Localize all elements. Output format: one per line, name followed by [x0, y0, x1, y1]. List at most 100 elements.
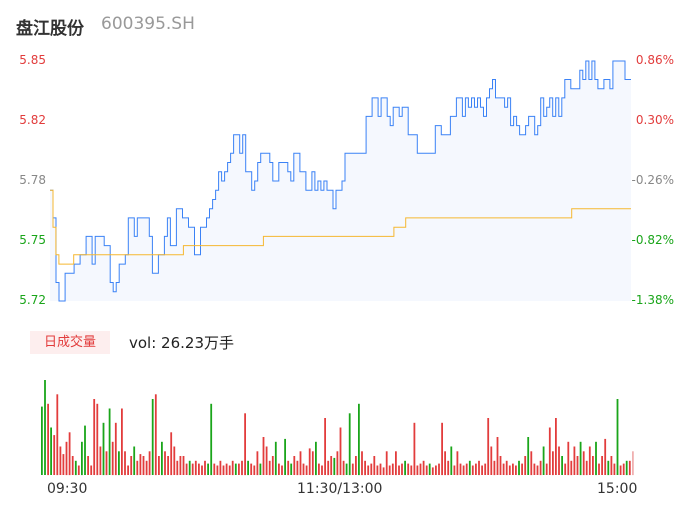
volume-bar — [333, 457, 336, 475]
volume-bar — [90, 465, 93, 475]
volume-bar — [259, 463, 262, 475]
volume-bar — [71, 456, 74, 475]
volume-bar — [102, 422, 105, 476]
volume-bar — [293, 456, 296, 475]
volume-tag[interactable]: 日成交量 — [30, 331, 110, 354]
price-tick-label: 5.72 — [19, 293, 46, 307]
volume-bar — [213, 463, 216, 475]
volume-bar — [207, 463, 209, 475]
volume-bar — [613, 463, 616, 475]
price-tick-label: 5.78 — [19, 173, 46, 187]
volume-bar — [524, 456, 527, 475]
volume-bar — [204, 460, 206, 476]
volume-bar — [407, 463, 410, 475]
volume-bar — [475, 463, 477, 475]
volume-bar — [124, 451, 126, 476]
volume-bar — [281, 465, 283, 475]
volume-bar — [185, 463, 188, 475]
volume-bar — [256, 451, 259, 476]
volume-bar — [601, 456, 603, 475]
volume-bar — [404, 460, 406, 476]
volume-bar — [530, 451, 533, 476]
volume-bar — [592, 456, 594, 475]
volume-bar — [296, 460, 299, 476]
volume-bar — [373, 456, 376, 475]
volume-bar — [585, 460, 588, 476]
volume-bar — [462, 465, 465, 475]
volume-bar — [604, 438, 607, 475]
volume-bar — [145, 460, 148, 476]
volume-bar — [170, 432, 173, 476]
volume-bar — [299, 451, 302, 476]
volume-readout: vol: 26.23万手 — [129, 334, 234, 352]
volume-bar — [484, 463, 487, 475]
volume-bar — [210, 403, 213, 476]
price-tick-label: 5.75 — [19, 233, 46, 247]
volume-bar — [173, 446, 176, 475]
average-line-layer — [50, 189, 631, 265]
volume-bar — [358, 403, 360, 476]
volume-bar — [228, 465, 231, 475]
volume-bar — [287, 460, 290, 476]
volume-bars-layer — [41, 380, 634, 476]
volume-bar — [588, 446, 591, 475]
volume-bar — [191, 463, 194, 475]
volume-bar — [167, 456, 169, 475]
volume-bar — [481, 465, 483, 475]
volume-bar — [570, 460, 573, 476]
volume-bar — [336, 451, 339, 476]
volume-bar — [441, 422, 443, 476]
volume-bar — [59, 446, 62, 475]
volume-bar — [564, 463, 567, 475]
volume-bar — [431, 467, 434, 475]
volume-bar — [419, 463, 422, 475]
average-price-line — [50, 189, 631, 265]
volume-bar — [579, 441, 582, 476]
volume-bar — [542, 446, 545, 475]
volume-bar — [582, 451, 585, 476]
volume-bar — [345, 463, 348, 475]
volume-bar — [628, 460, 631, 476]
volume-bar — [188, 460, 191, 476]
volume-bar — [536, 465, 539, 475]
volume-bar — [622, 463, 625, 475]
volume-bar — [539, 460, 542, 476]
volume-bar — [127, 465, 129, 475]
percent-tick-label: -1.38% — [631, 293, 674, 307]
volume-bar — [311, 451, 314, 476]
volume-bar — [364, 460, 366, 476]
volume-bar — [567, 441, 570, 476]
volume-bar — [284, 438, 286, 475]
volume-bar — [96, 403, 99, 476]
volume-bar — [176, 460, 179, 476]
volume-bar — [361, 451, 363, 476]
volume-bar — [518, 460, 520, 476]
volume-bar — [351, 463, 354, 475]
volume-bar — [62, 454, 65, 475]
volume-bar — [545, 463, 548, 475]
volume-bar — [77, 465, 80, 475]
volume-bar — [265, 446, 268, 475]
volume-bar — [533, 463, 536, 475]
volume-bar — [268, 460, 271, 476]
volume-bar — [508, 465, 511, 475]
price-tick-label: 5.85 — [19, 53, 46, 67]
volume-bar — [416, 465, 419, 475]
volume-bar — [376, 465, 379, 475]
price-area-layer — [50, 61, 631, 301]
percent-tick-label: 0.30% — [635, 113, 674, 127]
volume-bar — [339, 427, 342, 475]
volume-bar — [253, 465, 256, 475]
volume-bar — [438, 463, 440, 475]
volume-bar — [68, 432, 71, 476]
volume-bar — [84, 425, 86, 475]
volume-bar — [456, 451, 459, 476]
volume-bar — [262, 437, 265, 475]
volume-bar — [274, 441, 277, 476]
price-area — [50, 61, 631, 301]
volume-bar — [247, 460, 249, 476]
time-label-close: 15:00 — [597, 481, 638, 497]
volume-bar — [182, 456, 185, 475]
volume-bar — [515, 465, 517, 475]
volume-bar — [444, 451, 446, 476]
